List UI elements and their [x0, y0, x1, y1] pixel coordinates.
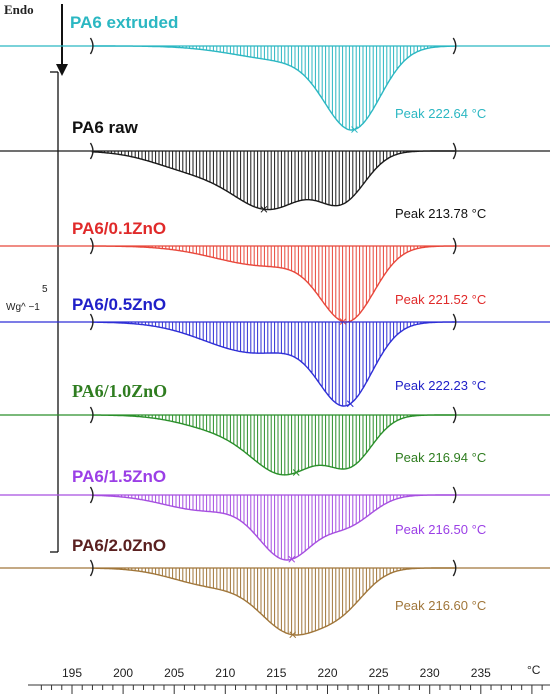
series-2-peak-label: Peak 213.78 °C: [395, 206, 486, 221]
scale-bar-unit: Wg^ −1: [6, 302, 40, 313]
series-5-area-hatch: [131, 415, 412, 475]
series-5-limit-left: [89, 406, 94, 424]
series-2-limit-left: [89, 142, 94, 160]
series-2: PA6 raw Peak 213.78 °C: [0, 118, 550, 221]
series-6: PA6/1.5ZnO Peak 216.50 °C: [0, 467, 550, 563]
series-7-name-label: PA6/2.0ZnO: [72, 536, 166, 555]
series-4-limit-left: [89, 313, 94, 331]
series-layer: PA6 extruded Peak 222.64 °C PA6 raw Peak 21…: [0, 13, 550, 639]
series-7: PA6/2.0ZnO Peak 216.60 °C: [0, 536, 550, 639]
x-axis-unit: °C: [527, 663, 541, 677]
series-1-limit-left: [89, 37, 94, 55]
x-tick-label: 200: [113, 666, 133, 680]
series-7-peak-label: Peak 216.60 °C: [395, 598, 486, 613]
series-1-peak-marker: [351, 126, 358, 133]
scale-bar-value: 5: [42, 284, 48, 295]
x-tick-label: 235: [471, 666, 491, 680]
x-tick-label: 205: [164, 666, 184, 680]
series-3: PA6/0.1ZnO Peak 221.52 °C: [0, 219, 550, 325]
series-3-limit-left: [89, 237, 94, 255]
series-6-peak-marker: [288, 555, 296, 563]
x-tick-label: 215: [266, 666, 286, 680]
x-tick-label: 210: [215, 666, 235, 680]
series-2-curve: [91, 150, 456, 211]
series-3-limit-right: [452, 237, 457, 255]
series-1-name-label: PA6 extruded: [70, 13, 178, 32]
series-1-curve: [92, 45, 456, 131]
series-5-peak-marker: [292, 469, 300, 476]
x-tick-label: 220: [317, 666, 337, 680]
series-6-curve: [91, 494, 456, 561]
series-4-curve: [91, 321, 456, 407]
endo-arrow-head: [56, 64, 68, 76]
series-7-limit-right: [452, 559, 457, 577]
series-3-area-hatch: [141, 246, 425, 322]
series-6-peak-label: Peak 216.50 °C: [395, 522, 486, 537]
scale-bar-group: Endo 5 Wg^ −1: [4, 2, 68, 553]
series-3-curve: [91, 245, 456, 323]
series-3-peak-label: Peak 221.52 °C: [395, 292, 486, 307]
series-4-peak-label: Peak 222.23 °C: [395, 378, 486, 393]
series-7-peak-marker: [289, 631, 297, 639]
x-tick-label: 225: [369, 666, 389, 680]
series-7-limit-left: [89, 559, 94, 577]
series-1-peak-label: Peak 222.64 °C: [395, 106, 486, 121]
series-4-limit-right: [452, 313, 457, 331]
series-1: PA6 extruded Peak 222.64 °C: [0, 13, 550, 133]
series-5-peak-label: Peak 216.94 °C: [395, 450, 486, 465]
series-2-limit-right: [452, 142, 457, 160]
series-6-limit-left: [89, 486, 94, 504]
x-tick-label: 230: [420, 666, 440, 680]
series-5-limit-right: [452, 406, 457, 424]
x-axis: °C 195 200 205 210 215 220 225 230 235: [28, 663, 550, 694]
series-6-name-label: PA6/1.5ZnO: [72, 467, 166, 486]
series-1-limit-right: [452, 37, 457, 55]
series-5-name-label: PA6/1.0ZnO: [72, 381, 167, 401]
series-6-limit-right: [452, 486, 457, 504]
series-2-name-label: PA6 raw: [72, 118, 139, 137]
series-5: PA6/1.0ZnO Peak 216.94 °C: [0, 381, 550, 476]
endo-label: Endo: [4, 2, 34, 17]
series-4: PA6/0.5ZnO Peak 222.23 °C: [0, 295, 550, 408]
series-7-curve: [91, 567, 456, 636]
series-4-area-hatch: [124, 322, 425, 406]
x-tick-label: 195: [62, 666, 82, 680]
series-4-name-label: PA6/0.5ZnO: [72, 295, 166, 314]
series-3-name-label: PA6/0.1ZnO: [72, 219, 166, 238]
series-2-peak-marker: [260, 205, 268, 213]
series-5-curve: [91, 414, 456, 476]
series-4-peak-marker: [346, 400, 354, 408]
series-7-area-hatch: [117, 568, 408, 635]
